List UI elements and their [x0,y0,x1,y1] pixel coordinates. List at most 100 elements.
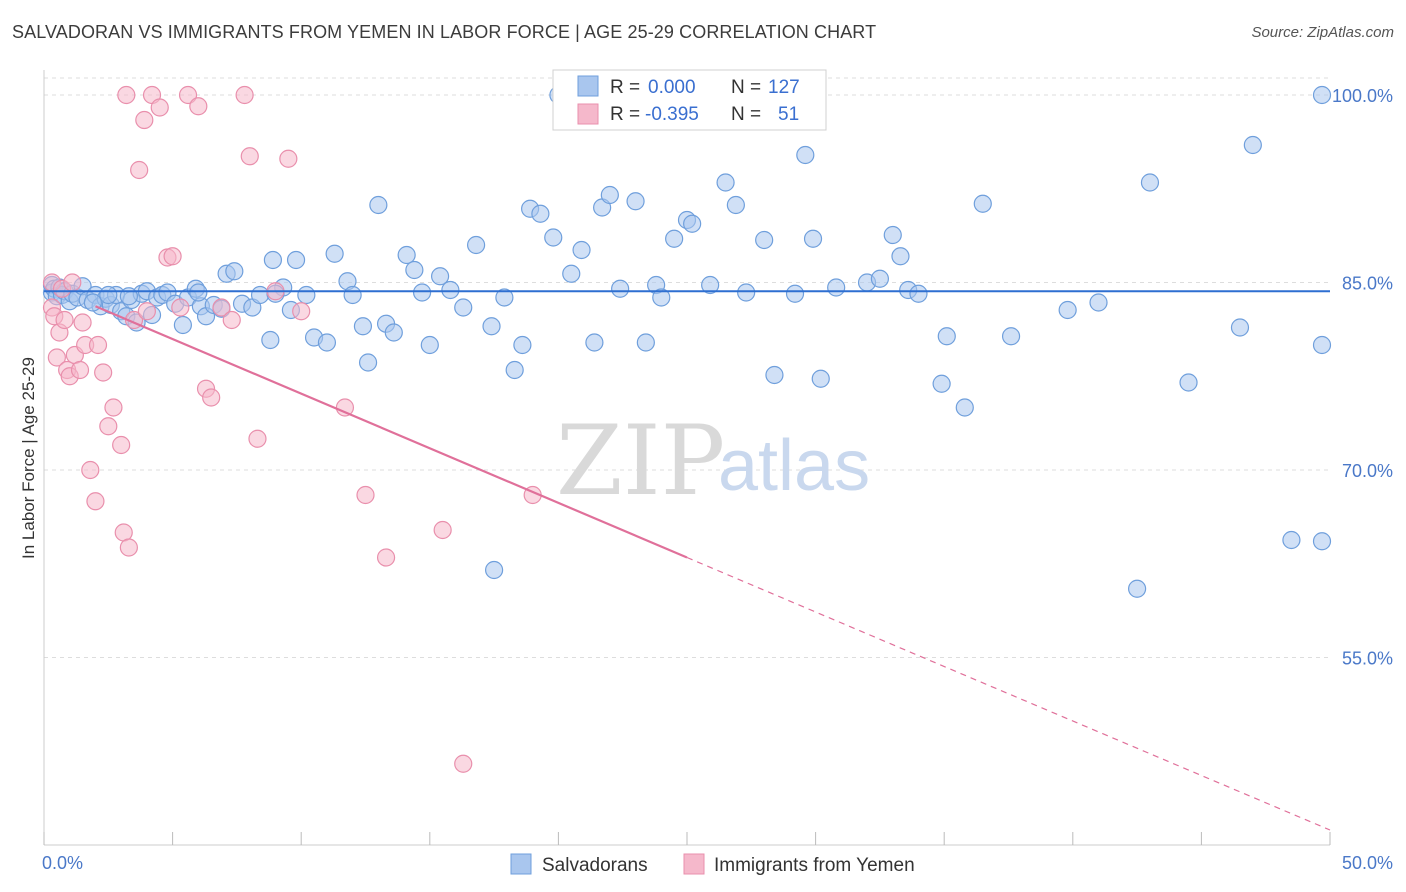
salvadoran-point [495,288,514,307]
salvadoran-point [755,230,774,250]
salvadoran-point [317,333,337,352]
legend-r-label-1: R = [610,77,640,98]
salvadoran-point [652,288,671,307]
salvadoran-point [765,365,784,385]
bottom-legend-label-salvadorans: Salvadorans [542,855,648,876]
yemen-point [63,273,82,292]
salvadoran-point [544,228,563,247]
salvadoran-point [785,284,805,303]
yemen-point [81,460,100,480]
yemen-point [130,160,149,180]
salvadoran-point [1140,173,1160,192]
yemen-point [70,360,90,380]
yemen-point [279,149,298,168]
yemen-point [376,548,396,567]
legend-n-label-2: N = [731,104,761,125]
yemen-point [86,492,105,511]
salvadoran-point [441,280,460,300]
salvadoran-point [173,315,192,335]
salvadoran-point [1312,85,1332,105]
yemen-point [212,298,231,317]
watermark-zip: ZIP [556,405,725,517]
salvadoran-point [932,374,951,393]
salvadoran-point [572,240,591,260]
bottom-legend-swatch-salvadorans [510,853,532,875]
salvadoran-point [1089,293,1108,312]
y-tick-label: 100.0% [1332,86,1393,106]
salvadoran-point [1282,530,1301,550]
x-tick-label: 0.0% [42,853,83,873]
points-layer [42,85,1332,773]
salvadoran-point [412,283,432,302]
salvadoran-point [405,260,424,280]
salvadoran-point [937,327,956,346]
yemen-point [88,335,108,355]
yemen-point [104,398,123,417]
axis-layer [43,70,1331,846]
bottom-legend-label-yemen: Immigrants from Yemen [714,855,915,876]
salvadoran-point [297,285,316,305]
legend-swatch-salvadorans [577,75,599,97]
yemen-point [189,97,208,116]
salvadoran-point [600,185,619,205]
y-axis-title: In Labor Force | Age 25-29 [19,357,38,559]
salvadoran-point [683,214,702,233]
salvadoran-point [397,245,416,265]
salvadoran-point [99,285,118,305]
salvadoran-point [343,285,362,305]
watermark: ZIP atlas [556,405,870,517]
salvadoran-point [369,195,388,215]
yemen-point [117,85,136,105]
y-tick-label: 55.0% [1342,649,1393,669]
trend-layer [44,290,1331,831]
legend-n-label-1: N = [731,77,761,98]
legend-n-value-2: 51 [778,104,799,125]
salvadoran-point [454,298,473,317]
salvadoran-point [513,335,532,355]
bottom-legend: Salvadorans Immigrants from Yemen [510,853,915,876]
yemen-point [135,110,154,130]
salvadoran-point [811,369,830,388]
yemen-point [163,247,182,266]
salvadoran-point [1312,335,1332,355]
salvadoran-point [505,360,524,380]
stats-legend: R = 0.000 N = 127 R = -0.395 N = 51 [552,69,827,131]
yemen-point [150,98,169,117]
yemen-point [202,388,221,407]
tick-labels: 55.0% 70.0% 85.0% 100.0% 0.0% 50.0% [42,86,1393,873]
x-tick-label: 50.0% [1342,853,1393,873]
salvadoran-point [891,247,910,266]
salvadoran-point [973,194,992,213]
yemen-point [47,348,66,367]
salvadoran-point [325,244,344,263]
salvadoran-point [250,285,270,305]
salvadoran-point [384,323,403,342]
salvadoran-point [353,317,373,336]
yemen-point [171,298,190,317]
bottom-legend-swatch-yemen [683,853,705,875]
yemen-trend-line [95,305,688,559]
salvadoran-point [1312,532,1332,551]
yemen-point [248,429,267,448]
salvadoran-point [189,283,208,302]
yemen-point [178,85,198,105]
yemen-point [454,754,473,773]
yemen-point [292,302,311,321]
yemen-point [119,538,138,557]
salvadoran-point [636,333,655,352]
salvadoran-point [420,335,439,355]
grid-layer [44,77,1330,658]
salvadoran-point [803,229,823,248]
salvadoran-point [1127,579,1147,598]
yemen-point [240,147,259,166]
salvadoran-point [701,275,720,295]
salvadoran-point [955,398,974,417]
salvadoran-point [430,267,450,286]
y-tick-label: 85.0% [1342,274,1393,294]
y-tick-label: 70.0% [1342,461,1393,481]
legend-r-value-2: -0.395 [645,104,699,125]
yemen-point [99,417,118,436]
salvadoran-point [286,250,306,270]
yemen-point [55,310,74,330]
legend-r-value-1: 0.000 [648,77,696,98]
